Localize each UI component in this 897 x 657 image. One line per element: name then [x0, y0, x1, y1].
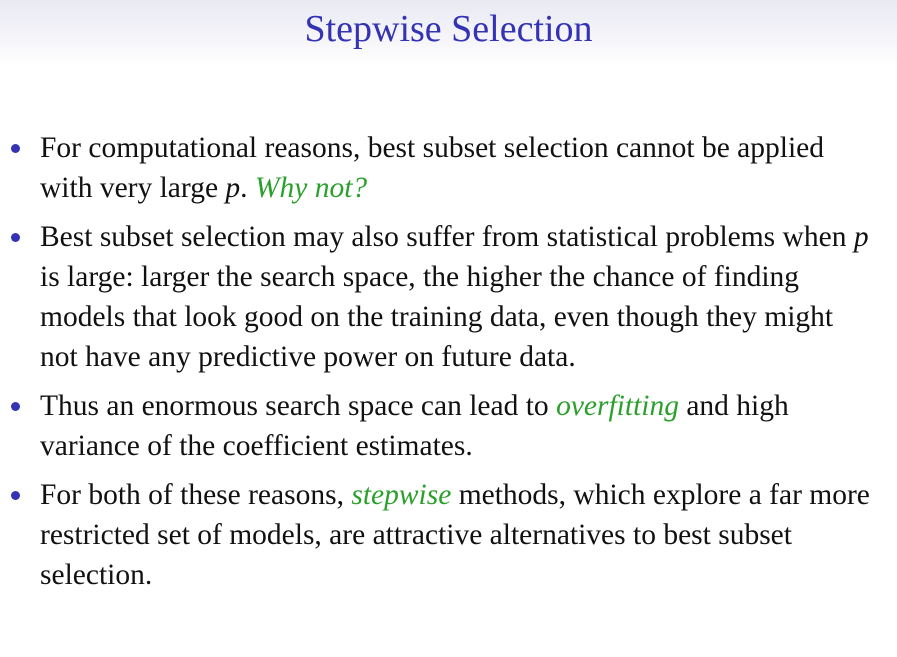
bullet-text: Thus an enormous search space can lead t… [40, 390, 557, 422]
bullet-item-stepwise: For both of these reasons, stepwise meth… [0, 475, 897, 595]
math-variable-p: p [225, 172, 241, 204]
bullet-text: and high variance of the coefficient est… [40, 390, 789, 462]
bullet-dot-icon [11, 402, 20, 411]
emphasis-stepwise: stepwise [351, 479, 452, 511]
bullet-text: is large: larger the search space, the h… [40, 261, 834, 373]
bullet-text: For both of these reasons, [40, 479, 352, 511]
bullet-dot-icon [11, 491, 20, 500]
title-band [0, 0, 897, 64]
bullet-item-statistical: Best subset selection may also suffer fr… [0, 217, 897, 377]
emphasis-overfitting: overfitting [556, 390, 679, 422]
math-variable-p: p [853, 221, 869, 253]
bullet-item-computational: For computational reasons, best subset s… [0, 128, 897, 208]
bullet-dot-icon [11, 233, 20, 242]
emphasis-why-not: Why not? [254, 172, 368, 204]
bullet-item-overfitting: Thus an enormous search space can lead t… [0, 386, 897, 466]
bullet-text: . [240, 172, 255, 204]
bullet-text: For computational reasons, best subset s… [40, 132, 825, 204]
slide-title: Stepwise Selection [304, 8, 593, 50]
bullet-text: Best subset selection may also suffer fr… [40, 221, 854, 253]
bullet-list: For computational reasons, best subset s… [0, 128, 897, 604]
bullet-text: methods, which explore a far more restri… [40, 479, 870, 591]
bullet-dot-icon [11, 144, 20, 153]
